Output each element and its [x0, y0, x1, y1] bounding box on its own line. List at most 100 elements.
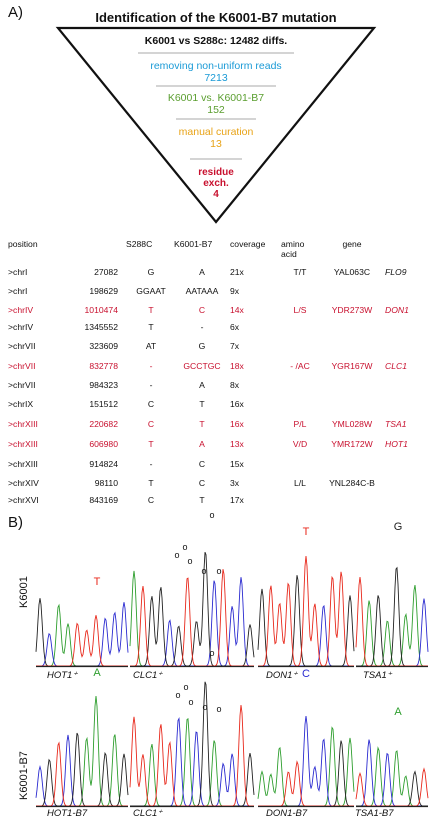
cell-k6001-b7: T [199, 495, 205, 506]
cell-chromosome: >chrVII [8, 361, 36, 372]
cell-position: 1010474 [84, 304, 118, 315]
cell-coverage: 18x [230, 361, 244, 372]
tsa1-bottom-c-trace [356, 739, 428, 807]
cell-position: 98110 [94, 477, 118, 488]
cell-coverage: 7x [230, 341, 240, 352]
table-row: >chrVII 832778 - GCCTGC 18x - /AC YGR167W CLC1 [8, 356, 424, 376]
col-position: position [8, 239, 38, 249]
cell-amino-acid [281, 318, 319, 336]
cell-gene-name: HOT1 [385, 438, 408, 449]
insertion-marker: o [216, 704, 221, 714]
funnel-step-total: K6001 vs S288c: 12482 diffs. [116, 35, 316, 47]
insertion-marker: o [175, 690, 180, 700]
cell-gene: YNL284C-B [329, 477, 375, 488]
cell-k6001-b7: T [199, 418, 205, 429]
funnel-step-residue: residue exch. 4 [176, 167, 256, 201]
cell-chromosome: >chrVII [8, 379, 36, 390]
cell-k6001-b7: C [198, 304, 206, 315]
cell-k6001-b7: A [199, 379, 205, 390]
col-k6001-b7: K6001-B7 [174, 239, 213, 249]
panel-a-label: A) [8, 4, 23, 21]
cell-k6001-b7: - [200, 322, 204, 333]
cell-s288c: T [148, 438, 154, 449]
insertion-marker: o [201, 566, 206, 576]
cell-chromosome: >chrXVI [8, 495, 39, 506]
cell-s288c: - [149, 361, 153, 372]
trace-label-tsa1-bottom: TSA1-B7 [355, 808, 394, 819]
trace-label-clc1-top: CLC1⁺ [133, 670, 163, 681]
cell-coverage: 14x [230, 304, 244, 315]
clc1-top-t-trace [130, 569, 254, 667]
cell-s288c: C [147, 418, 155, 429]
cell-s288c: T [148, 304, 154, 315]
funnel-step-nonuniform-value: 7213 [204, 72, 228, 84]
trace-label-don1-bottom: DON1-B7 [266, 808, 308, 819]
cell-position: 832778 [89, 361, 118, 372]
base-call-don1-bottom: C [302, 668, 310, 680]
cell-gene-name: DON1 [385, 304, 409, 315]
cell-gene-name: CLC1 [385, 361, 407, 372]
cell-position: 323609 [89, 341, 118, 352]
trace-label-hot1-top: HOT1⁺ [47, 670, 78, 681]
table-row: >chrXIV 98110 T C 3x L/L YNL284C-B [8, 474, 424, 492]
trace-label-don1-top: DON1⁺ [266, 670, 298, 681]
hot1-top-t-trace [36, 615, 128, 667]
table-row: >chrVII 984323 - A 8x [8, 376, 424, 394]
cell-s288c: T [148, 322, 154, 333]
cell-coverage: 15x [230, 458, 244, 469]
cell-coverage: 16x [230, 418, 244, 429]
cell-k6001-b7: T [199, 398, 205, 409]
mutation-table: position S288C K6001-B7 coverage amino a… [8, 239, 424, 509]
cell-s288c: C [147, 495, 155, 506]
trace-label-hot1-bottom: HOT1-B7 [47, 808, 88, 819]
trace-label-clc1-bottom: CLC1⁺ [133, 808, 163, 819]
funnel-step-comparison: K6001 vs. K6001-B7 152 [116, 92, 316, 116]
insertion-marker: o [182, 542, 187, 552]
don1-bottom-a-trace [257, 726, 355, 807]
cell-coverage: 13x [230, 438, 244, 449]
table-body: >chrI 27082 G A 21x T/T YAL063C FLO9 >chrI 198629… [8, 263, 424, 509]
cell-k6001-b7: A [199, 438, 205, 449]
cell-amino-acid: L/L [294, 477, 306, 488]
cell-amino-acid: - /AC [290, 361, 310, 372]
insertion-marker: o [216, 566, 221, 576]
col-blank [64, 239, 126, 263]
cell-gene [319, 281, 385, 301]
cell-gene-name [385, 474, 424, 492]
funnel-step-curation-value: 13 [210, 138, 222, 150]
col-s288c: S288C [126, 239, 153, 249]
cell-s288c: G [147, 266, 155, 277]
cell-amino-acid: P/L [293, 418, 307, 429]
funnel-triangle [55, 26, 377, 224]
cell-gene-name [385, 394, 424, 414]
cell-gene [319, 491, 385, 509]
cell-chromosome: >chrIX [8, 398, 34, 409]
don1-bottom-g-trace [258, 740, 354, 807]
cell-chromosome: >chrIV [8, 322, 34, 333]
funnel-step-residue-text: residue exch. [198, 167, 234, 189]
funnel-step-comparison-value: 152 [207, 104, 225, 116]
cell-gene-name: TSA1 [385, 418, 407, 429]
base-call-tsa1-bottom: A [394, 706, 402, 718]
cell-gene: YML028W [331, 418, 373, 429]
table-row: >chrI 198629 GGAAT AATAAA 9x [8, 281, 424, 301]
cell-position: 220682 [89, 418, 118, 429]
cell-gene [319, 376, 385, 394]
base-call-hot1-bottom: A [93, 667, 101, 679]
cell-position: 606980 [89, 438, 118, 449]
cell-coverage: 21x [230, 266, 244, 277]
cell-gene-name [385, 376, 424, 394]
cell-position: 1345552 [84, 322, 118, 333]
funnel-step-nonuniform: removing non-uniform reads 7213 [116, 60, 316, 84]
cell-chromosome: >chrXIII [8, 438, 38, 449]
funnel-step-residue-value: 4 [213, 189, 219, 200]
clc1-bottom-c-trace [130, 716, 254, 807]
cell-position: 198629 [89, 285, 118, 296]
cell-gene-name [385, 318, 424, 336]
cell-chromosome: >chrIV [8, 304, 34, 315]
funnel-step-comparison-text: K6001 vs. K6001-B7 [167, 92, 265, 104]
cell-s288c: - [149, 458, 153, 469]
cell-k6001-b7: AATAAA [185, 285, 219, 296]
table-row: >chrI 27082 G A 21x T/T YAL063C FLO9 [8, 263, 424, 281]
